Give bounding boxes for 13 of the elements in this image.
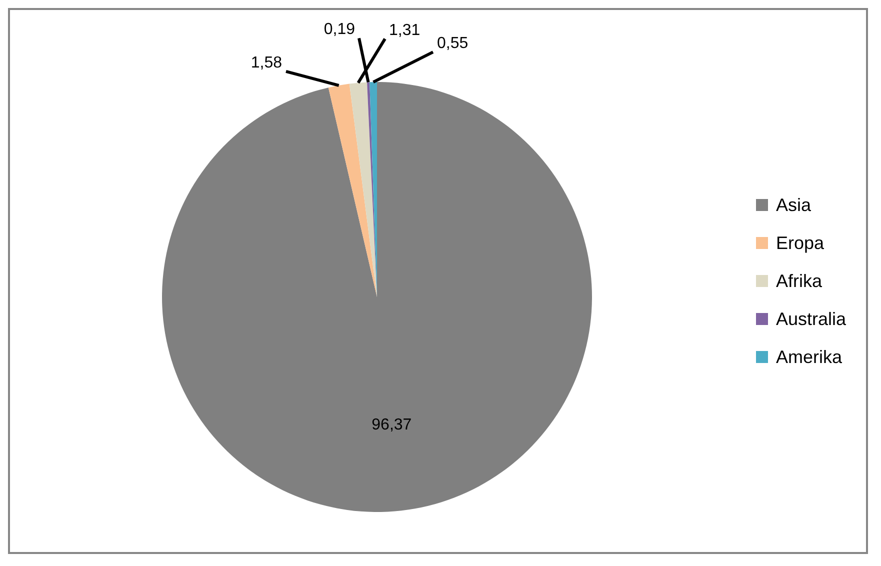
pie-slice: [162, 82, 592, 512]
legend-label: Australia: [776, 308, 846, 330]
data-label: 1,58: [250, 54, 282, 72]
legend-label: Asia: [776, 194, 811, 216]
pie-slice: [349, 82, 377, 297]
data-label: 1,31: [389, 22, 420, 39]
legend-label: Eropa: [776, 232, 824, 254]
legend-label: Afrika: [776, 270, 822, 292]
pie-slice: [328, 84, 377, 297]
data-label: 0,55: [437, 35, 468, 52]
data-label: 96,37: [372, 416, 412, 434]
data-label: 0,19: [324, 21, 356, 38]
legend-label: Amerika: [776, 346, 842, 368]
